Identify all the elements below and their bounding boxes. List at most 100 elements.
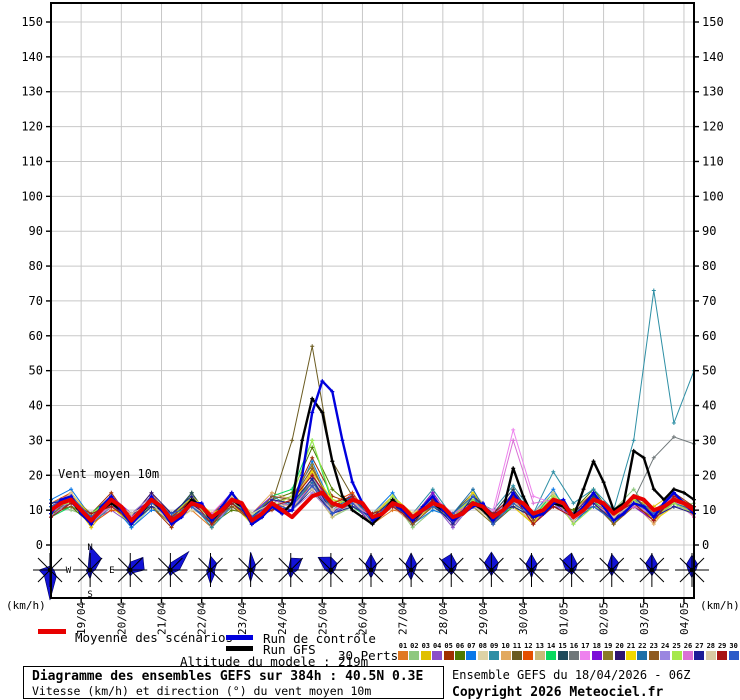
wind-rose-center xyxy=(609,567,614,573)
wind-rose-center xyxy=(408,567,414,573)
member-index-label: 16 xyxy=(569,642,579,650)
member-index-label: 28 xyxy=(706,642,716,650)
y-axis-label-right: 30 xyxy=(702,433,716,447)
y-axis-label-right: 60 xyxy=(702,329,716,343)
member-index-label: 29 xyxy=(717,642,727,650)
y-axis-label-left: 120 xyxy=(21,120,43,134)
x-axis-label: 02/05 xyxy=(598,602,611,635)
member-color-swatch xyxy=(626,651,636,660)
y-axis-label-right: 90 xyxy=(702,224,716,238)
y-axis-label-left: 90 xyxy=(29,224,43,238)
x-axis-label: 25/04 xyxy=(316,602,329,635)
y-axis-label-right: 150 xyxy=(702,15,724,29)
y-axis-label-left: 130 xyxy=(21,85,43,99)
member-index-label: 24 xyxy=(660,642,670,650)
y-axis-label-left: 30 xyxy=(29,433,43,447)
member-color-swatch xyxy=(648,651,659,660)
y-axis-label-right: 10 xyxy=(702,503,716,517)
member-color-swatch xyxy=(489,651,500,660)
member-color-swatch xyxy=(477,651,488,660)
member-color-swatch xyxy=(398,651,408,660)
y-axis-label-right: 130 xyxy=(702,85,724,99)
member-index-label: 15 xyxy=(558,642,567,650)
x-axis-label: 30/04 xyxy=(517,602,530,635)
member-color-swatch xyxy=(728,651,739,660)
y-axis-label-left: 110 xyxy=(21,154,43,168)
member-index-label: 08 xyxy=(478,642,488,650)
x-axis-label: 27/04 xyxy=(397,602,410,635)
member-index-label: 03 xyxy=(421,642,431,650)
gfs-line-swatch xyxy=(226,646,253,651)
member-line-09 xyxy=(50,290,695,529)
chart-title: Diagramme des ensembles GEFS sur 384h : … xyxy=(32,669,424,684)
x-axis-label: 20/04 xyxy=(115,602,128,635)
y-axis-label-left: 60 xyxy=(29,329,43,343)
chart-info-box: Diagramme des ensembles GEFS sur 384h : … xyxy=(23,666,444,699)
member-color-swatch xyxy=(523,651,534,660)
y-axis-label-right: 70 xyxy=(702,294,716,308)
plot-label: Vent moyen 10m xyxy=(58,467,160,481)
member-index-label: 19 xyxy=(603,642,613,650)
wind-rose-center xyxy=(87,567,93,573)
x-axis-label: 22/04 xyxy=(196,602,209,635)
wind-rose-shape xyxy=(125,556,145,577)
member-index-label: 06 xyxy=(455,642,465,650)
member-color-swatch xyxy=(546,651,557,660)
control-line-swatch xyxy=(226,635,253,640)
y-axis-label-right: 110 xyxy=(702,154,724,168)
member-color-swatch xyxy=(603,651,614,660)
legend-perts-label: 30 Perts. xyxy=(338,648,406,663)
member-color-swatch xyxy=(694,651,705,660)
member-index-label: 04 xyxy=(432,642,442,650)
member-index-label: 09 xyxy=(489,642,499,650)
x-axis-label: 01/05 xyxy=(557,602,570,635)
member-index-label: 13 xyxy=(535,642,545,650)
x-axis-label: 04/05 xyxy=(678,602,691,635)
mean-line-swatch xyxy=(38,629,66,634)
member-color-swatch xyxy=(534,651,545,660)
wind-rose-center xyxy=(569,567,574,573)
member-index-label: 22 xyxy=(638,642,647,650)
member-color-swatch xyxy=(569,651,579,660)
member-index-label: 20 xyxy=(615,642,624,650)
y-axis-label-left: 10 xyxy=(29,503,43,517)
member-color-swatch xyxy=(512,651,522,660)
member-index-label: 14 xyxy=(546,642,556,650)
wind-rose-center xyxy=(288,567,293,573)
y-axis-label-left: 0 xyxy=(36,538,43,552)
legend-mean-label: Moyenne des scénarios xyxy=(75,630,234,645)
member-color-swatch xyxy=(614,651,625,660)
compass-w: W xyxy=(66,566,72,576)
member-index-label: 17 xyxy=(581,642,590,650)
member-color-swatch xyxy=(591,651,602,660)
y-axis-label-right: 40 xyxy=(702,399,716,413)
compass-e: E xyxy=(109,566,114,576)
y-unit-right: (km/h) xyxy=(700,599,740,612)
wind-rose-center xyxy=(328,567,334,573)
member-index-label: 26 xyxy=(683,642,693,650)
member-color-swatch xyxy=(717,651,728,660)
chart-subtitle: Vitesse (km/h) et direction (°) du vent … xyxy=(32,684,372,698)
member-index-label: 07 xyxy=(467,642,476,650)
member-color-swatch xyxy=(500,651,511,660)
y-axis-label-left: 20 xyxy=(29,468,43,482)
member-color-swatch xyxy=(660,651,671,660)
x-axis-label: 29/04 xyxy=(477,602,490,635)
y-axis-label-left: 140 xyxy=(21,50,43,64)
x-axis-label: 28/04 xyxy=(437,602,450,635)
wind-rose-center xyxy=(649,567,655,573)
member-color-swatch xyxy=(637,651,648,660)
y-axis-label-left: 150 xyxy=(21,15,43,29)
member-index-label: 01 xyxy=(398,642,408,650)
y-axis-label-right: 50 xyxy=(702,364,716,378)
member-color-swatch xyxy=(671,651,682,660)
member-index-label: 21 xyxy=(626,642,636,650)
x-axis-label: 23/04 xyxy=(236,602,249,635)
compass-s: S xyxy=(87,590,92,600)
y-axis-label-right: 0 xyxy=(702,538,709,552)
member-color-swatch xyxy=(705,651,716,660)
run-info: Ensemble GEFS du 18/04/2026 - 06Z xyxy=(452,668,691,682)
y-axis-label-right: 120 xyxy=(702,120,724,134)
member-index-label: 27 xyxy=(695,642,704,650)
member-color-swatch xyxy=(443,651,454,660)
